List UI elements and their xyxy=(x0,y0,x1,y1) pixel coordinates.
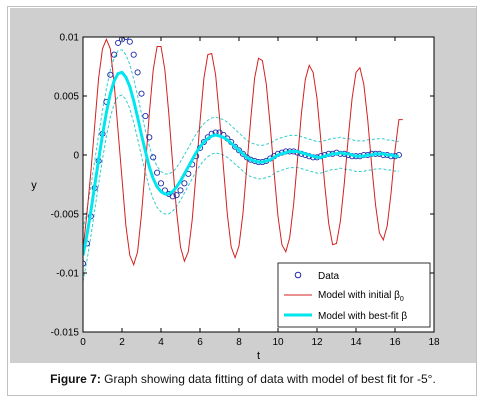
confidence-band-lower xyxy=(83,94,399,282)
data-point xyxy=(235,147,243,154)
y-tick-label: -0.005 xyxy=(51,210,80,221)
x-axis-label: t xyxy=(257,350,260,362)
data-point xyxy=(150,154,157,161)
data-point xyxy=(126,38,133,45)
y-tick-label: 0.005 xyxy=(54,92,79,103)
data-point xyxy=(200,138,207,146)
legend-label-initial: Model with initial β0 xyxy=(318,290,404,303)
legend-label-data: Data xyxy=(318,271,340,282)
y-tick-label: 0 xyxy=(73,151,79,162)
figure-panel: 0 2 4 6 8 10 12 14 16 18 -0.015 -0.01 -0.005 0 0.005 0.… xyxy=(10,8,476,363)
confidence-band-upper xyxy=(83,49,399,230)
x-tick-label: 4 xyxy=(158,337,164,348)
data-point xyxy=(111,51,118,58)
caption-text: Graph showing data fitting of data with … xyxy=(100,372,436,386)
series-line-initial-model xyxy=(83,38,403,267)
y-axis-label: y xyxy=(31,180,37,192)
data-point xyxy=(107,71,114,78)
data-point xyxy=(115,39,122,46)
data-point xyxy=(169,193,176,200)
legend-label-best-fit: Model with best-fit β xyxy=(318,311,407,322)
data-point xyxy=(239,150,246,157)
axes-box xyxy=(82,36,435,333)
y-tick-label: 0.01 xyxy=(60,33,80,44)
chart: 0 2 4 6 8 10 12 14 16 18 -0.015 -0.01 -0.005 0 0.005 0.… xyxy=(31,33,440,363)
series-group xyxy=(83,37,403,282)
data-point xyxy=(157,180,165,187)
data-point xyxy=(142,113,149,120)
x-tick-label: 14 xyxy=(350,337,362,348)
legend-marker-data xyxy=(294,271,302,279)
data-point xyxy=(122,37,129,41)
data-point xyxy=(177,187,184,194)
series-line-best-fit xyxy=(83,70,399,256)
x-tick-label: 8 xyxy=(236,337,242,348)
x-tick-label: 10 xyxy=(272,337,284,348)
figure-caption: Figure 7: Graph showing data fitting of … xyxy=(8,372,478,386)
data-point xyxy=(146,134,153,141)
x-tick-label: 0 xyxy=(80,337,86,348)
data-point xyxy=(154,169,161,176)
data-point xyxy=(181,180,188,187)
y-tick-label: -0.01 xyxy=(56,269,79,280)
data-point xyxy=(173,192,180,199)
x-tick-label: 2 xyxy=(119,337,125,348)
data-point xyxy=(138,90,145,97)
y-tick-label: -0.015 xyxy=(51,328,80,339)
caption-label: Figure 7: xyxy=(50,372,101,386)
data-point xyxy=(134,69,141,76)
x-tick-label: 16 xyxy=(389,337,401,348)
legend-label-initial-subscript: 0 xyxy=(400,296,404,303)
x-tick-label: 6 xyxy=(197,337,203,348)
data-point xyxy=(130,51,137,58)
data-point xyxy=(232,143,239,150)
x-tick-label: 18 xyxy=(428,337,440,348)
x-tick-label: 12 xyxy=(311,337,323,348)
